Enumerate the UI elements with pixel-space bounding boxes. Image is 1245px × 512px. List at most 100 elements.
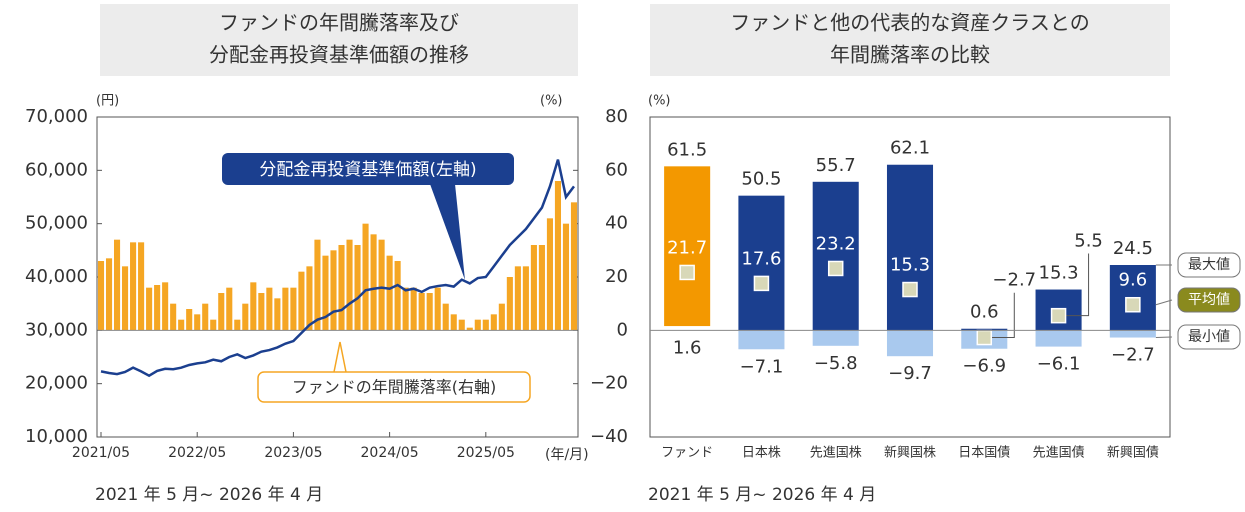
value-label: 15.3: [890, 255, 930, 276]
bar: [218, 293, 225, 331]
value-label: −5.8: [814, 353, 858, 374]
x-tick-label: 日本株: [742, 446, 781, 461]
y-tick-label: 70,000: [25, 106, 88, 127]
bar: [266, 287, 273, 331]
x-tick-label: 先進国株: [810, 446, 862, 461]
bar: [330, 250, 337, 331]
chart-title: ファンドと他の代表的な資産クラスとの: [730, 11, 1089, 35]
chart-title: 年間騰落率の比較: [830, 43, 990, 67]
x-tick-label: ファンド: [661, 446, 713, 461]
y-tick-label: 10,000: [25, 426, 88, 447]
x-tick-label: 2022/05: [168, 445, 226, 461]
x-tick-label: 2024/05: [361, 445, 419, 461]
x-tick-label: 新興国債: [1107, 445, 1159, 461]
bar: [458, 319, 465, 331]
bar: [314, 239, 321, 331]
y2-tick-label: −40: [590, 426, 628, 447]
legend-leader: [1155, 299, 1173, 306]
bar: [202, 303, 209, 331]
value-label: −7.1: [740, 356, 784, 377]
x-axis-unit: (年/月): [545, 447, 589, 463]
bar: [346, 239, 353, 331]
bar-negative: [1035, 330, 1082, 347]
y2-tick-label: −20: [590, 373, 628, 394]
value-label: 9.6: [1119, 270, 1148, 291]
bar: [170, 303, 177, 331]
bar: [122, 266, 129, 331]
bar: [298, 271, 305, 331]
bar: [394, 261, 401, 331]
bar: [570, 202, 578, 331]
y-tick-label: 40,000: [25, 266, 88, 287]
legend-box: [1177, 324, 1241, 350]
leader-line: [1064, 253, 1090, 317]
bar: [450, 314, 457, 331]
bar-negative: [886, 330, 934, 357]
average-marker: [1050, 307, 1067, 324]
bar: [426, 293, 433, 331]
x-tick-label: 先進国債: [1033, 446, 1085, 461]
bar: [282, 287, 289, 331]
bar: [178, 319, 185, 331]
callout-pointer: [333, 341, 347, 373]
value-label: 24.5: [1113, 238, 1153, 259]
bar: [530, 245, 537, 331]
bar: [210, 319, 217, 331]
bar: [664, 166, 711, 327]
x-tick-label: 2021/05: [72, 445, 130, 461]
x-tick-label: 2025/05: [457, 445, 515, 461]
bar: [506, 277, 513, 331]
legend-label: 最小値: [1188, 329, 1230, 345]
bar-positive: [812, 181, 859, 331]
bar: [466, 327, 473, 331]
legend-label: 最大値: [1188, 257, 1230, 273]
average-marker: [976, 329, 993, 346]
average-marker: [1125, 296, 1141, 313]
value-label: 23.2: [816, 233, 856, 254]
line: [100, 159, 575, 378]
value-label: 0.6: [970, 302, 999, 323]
bar: [234, 319, 241, 331]
value-label: 55.7: [816, 155, 856, 176]
bar: [146, 287, 153, 331]
plot-frame: [649, 116, 1171, 438]
value-label: −6.9: [962, 356, 1006, 377]
average-marker: [753, 275, 770, 292]
y-axis-unit: (%): [648, 94, 671, 109]
bar: [498, 303, 505, 331]
legend-box: [1177, 287, 1241, 313]
bar: [434, 287, 441, 331]
y2-tick-label: 40: [605, 213, 628, 234]
bar: [362, 223, 369, 331]
bar: [482, 319, 489, 331]
legend-leader: [1155, 336, 1173, 339]
title-box: [650, 4, 1170, 76]
title-box: [100, 4, 578, 76]
bar: [538, 245, 545, 331]
average-marker: [827, 260, 844, 277]
bar: [554, 181, 562, 331]
y2-tick-label: 0: [617, 319, 628, 340]
y2-tick-label: 80: [605, 106, 628, 127]
bar: [410, 287, 417, 331]
bar: [370, 234, 377, 331]
bar: [514, 266, 521, 331]
bar: [154, 285, 161, 331]
value-label: −9.7: [888, 363, 932, 384]
bar-negative: [812, 330, 859, 346]
callout-box: [222, 153, 514, 185]
value-label: 17.6: [741, 248, 781, 269]
value-label: 50.5: [741, 169, 781, 190]
bar: [322, 255, 329, 331]
y-tick-label: 50,000: [25, 213, 88, 234]
leader-line: [990, 292, 1015, 339]
bar-positive: [961, 328, 1008, 331]
value-label: 5.5: [1074, 231, 1103, 252]
y-tick-label: 30,000: [25, 319, 88, 340]
value-label: 61.5: [667, 139, 707, 160]
bar: [378, 239, 385, 331]
plot-frame: [96, 116, 579, 438]
bar: [138, 242, 145, 331]
y2-tick-label: 60: [605, 159, 628, 180]
